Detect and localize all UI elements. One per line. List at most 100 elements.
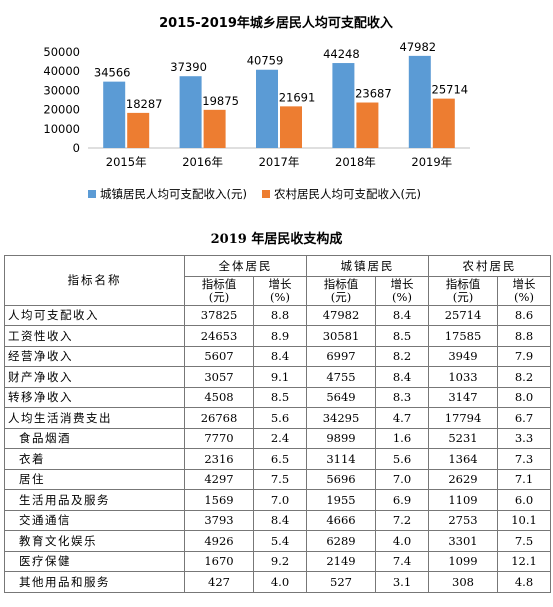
bar — [256, 69, 278, 148]
table-row: 工资性收入 24653 8.9 30581 8.5 17585 8.8 — [4, 325, 551, 347]
value-header-unit: (元) — [208, 289, 230, 304]
value-cell: 24653 — [184, 325, 254, 347]
growth-cell: 8.3 — [375, 386, 429, 408]
table-row: 人均生活消费支出 26768 5.6 34295 4.7 17794 6.7 — [4, 407, 551, 429]
value-cell: 4666 — [306, 509, 376, 531]
value-cell: 30581 — [306, 325, 376, 347]
growth-cell: 5.6 — [253, 407, 307, 429]
value-column-header: 指标值 (元) — [184, 275, 254, 306]
growth-header-unit: (%) — [392, 289, 412, 304]
data-label: 47982 — [400, 40, 437, 54]
y-tick-label: 10000 — [43, 122, 80, 136]
indicator-header: 指标名称 — [4, 255, 185, 306]
value-cell: 3301 — [428, 530, 498, 552]
indicator-name: 经营净收入 — [4, 345, 185, 367]
growth-header-label: 增长 — [512, 276, 536, 291]
growth-cell: 8.4 — [375, 304, 429, 326]
table-row: 生活用品及服务 1569 7.0 1955 6.9 1109 6.0 — [4, 489, 551, 511]
value-header-label: 指标值 — [445, 276, 481, 291]
growth-header-unit: (%) — [514, 289, 534, 304]
income-expenditure-table: 指标名称 全体居民 城镇居民 农村居民 指标值 (元) 增长 (%) 指标值 (元) 增长(… — [4, 255, 551, 593]
value-cell: 2316 — [184, 448, 254, 470]
data-label: 21691 — [279, 90, 316, 104]
value-cell: 5649 — [306, 386, 376, 408]
growth-header-label: 增长 — [390, 276, 414, 291]
value-cell: 26768 — [184, 407, 254, 429]
growth-cell: 6.7 — [497, 407, 551, 429]
growth-cell: 1.6 — [375, 427, 429, 449]
growth-cell: 5.6 — [375, 448, 429, 470]
growth-cell: 8.6 — [497, 304, 551, 326]
value-cell: 2753 — [428, 509, 498, 531]
y-tick-label: 0 — [73, 141, 80, 155]
data-label: 25714 — [432, 83, 469, 97]
value-cell: 1569 — [184, 489, 254, 511]
growth-cell: 3.3 — [497, 427, 551, 449]
growth-cell: 7.3 — [497, 448, 551, 470]
table-row: 医疗保健 1670 9.2 2149 7.4 1099 12.1 — [4, 550, 551, 572]
indicator-name: 教育文化娱乐 — [4, 530, 185, 552]
bar — [408, 55, 431, 149]
growth-cell: 7.5 — [253, 468, 307, 490]
bar — [280, 106, 302, 148]
growth-column-header: 增长 (%) — [375, 275, 429, 306]
growth-header-unit: (%) — [270, 289, 290, 304]
indicator-name: 其他用品和服务 — [4, 571, 185, 593]
indicator-name: 医疗保健 — [4, 550, 185, 572]
table-row: 经营净收入 5607 8.4 6997 8.2 3949 7.9 — [4, 345, 551, 367]
table-title: 2019 年居民收支构成 — [210, 232, 343, 247]
group-header-all: 全体居民 — [184, 255, 307, 277]
value-cell: 308 — [428, 571, 498, 593]
value-cell: 47982 — [306, 304, 376, 326]
growth-cell: 8.2 — [375, 345, 429, 367]
value-cell: 6997 — [306, 345, 376, 367]
value-cell: 37825 — [184, 304, 254, 326]
bar — [356, 102, 379, 148]
group-header-urban: 城镇居民 — [306, 255, 429, 277]
growth-cell: 7.2 — [375, 509, 429, 531]
value-cell: 3057 — [184, 366, 254, 388]
x-tick-label: 2018年 — [335, 155, 376, 169]
indicator-name: 居住 — [4, 468, 185, 490]
value-cell: 5696 — [306, 468, 376, 490]
growth-cell: 12.1 — [497, 550, 551, 572]
data-label: 34566 — [94, 66, 131, 80]
value-cell: 3949 — [428, 345, 498, 367]
value-cell: 7770 — [184, 427, 254, 449]
growth-cell: 6.9 — [375, 489, 429, 511]
value-cell: 1033 — [428, 366, 498, 388]
value-cell: 3147 — [428, 386, 498, 408]
data-label: 40759 — [247, 54, 284, 68]
growth-cell: 8.4 — [253, 509, 307, 531]
indicator-name: 人均可支配收入 — [4, 304, 185, 326]
indicator-name: 转移净收入 — [4, 386, 185, 408]
table-row: 其他用品和服务 427 4.0 527 3.1 308 4.8 — [4, 571, 551, 593]
value-cell: 17585 — [428, 325, 498, 347]
value-header-unit: (元) — [330, 289, 352, 304]
y-tick-label: 30000 — [43, 83, 80, 97]
growth-cell: 8.8 — [497, 325, 551, 347]
growth-cell: 7.0 — [375, 468, 429, 490]
indicator-name: 交通通信 — [4, 509, 185, 531]
growth-cell: 4.8 — [497, 571, 551, 593]
growth-cell: 7.1 — [497, 468, 551, 490]
indicator-name: 食品烟酒 — [4, 427, 185, 449]
growth-cell: 8.4 — [375, 366, 429, 388]
growth-cell: 7.9 — [497, 345, 551, 367]
data-label: 23687 — [355, 87, 392, 101]
group-header-rural: 农村居民 — [428, 255, 551, 277]
indicator-name: 衣着 — [4, 448, 185, 470]
indicator-name: 生活用品及服务 — [4, 489, 185, 511]
x-tick-label: 2016年 — [182, 155, 223, 169]
x-tick-label: 2015年 — [106, 155, 147, 169]
bar — [179, 76, 202, 148]
bar — [332, 63, 355, 148]
growth-cell: 10.1 — [497, 509, 551, 531]
value-cell: 1109 — [428, 489, 498, 511]
growth-header-label: 增长 — [268, 276, 292, 291]
y-tick-label: 40000 — [43, 64, 80, 78]
growth-cell: 8.2 — [497, 366, 551, 388]
growth-cell: 6.0 — [497, 489, 551, 511]
growth-cell: 8.5 — [375, 325, 429, 347]
x-tick-label: 2017年 — [259, 155, 300, 169]
